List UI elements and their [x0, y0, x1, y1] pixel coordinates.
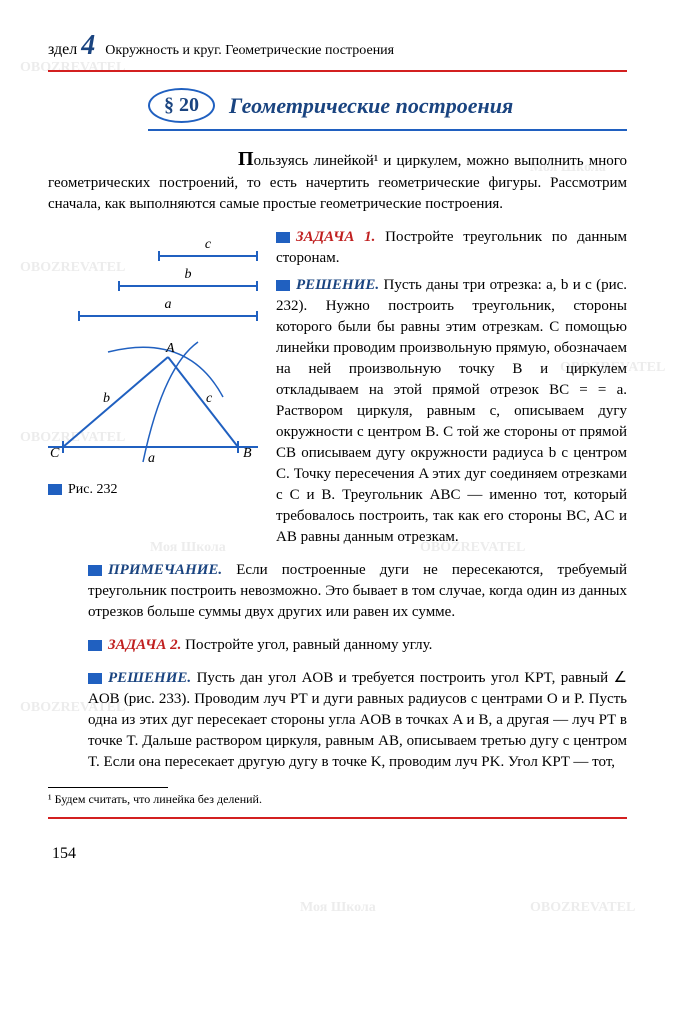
marker-icon	[276, 280, 290, 291]
solution1-paragraph: РЕШЕНИЕ. Пусть даны три отрезка: a, b и …	[276, 275, 627, 548]
text-column: ЗАДАЧА 1. Постройте треугольник по данны…	[276, 227, 627, 548]
svg-text:A: A	[165, 341, 175, 356]
solution1-label: РЕШЕНИЕ.	[296, 277, 379, 293]
segment-a	[78, 315, 258, 317]
footnote: ¹ Будем считать, что линейка без делений…	[48, 792, 627, 807]
segment-b	[118, 285, 258, 287]
svg-text:a: a	[148, 451, 155, 466]
note-label: ПРИМЕЧАНИЕ.	[108, 562, 222, 578]
svg-text:B: B	[243, 446, 252, 461]
solution1-text: Пусть даны три отрезка: a, b и c (рис. 2…	[276, 277, 627, 545]
task1-label: ЗАДАЧА 1.	[296, 229, 375, 245]
triangle-figure: A B C a b c	[48, 337, 258, 467]
task2-text: Постройте угол, равный данному углу.	[185, 637, 432, 653]
chapter-header: здел 4 Окружность и круг. Геометрические…	[48, 30, 627, 62]
segment-c-label: c	[158, 237, 258, 253]
svg-text:C: C	[50, 446, 60, 461]
marker-icon	[276, 232, 290, 243]
segment-a-label: a	[78, 297, 258, 313]
marker-icon	[88, 565, 102, 576]
svg-text:b: b	[103, 391, 110, 406]
page-number: 154	[52, 845, 675, 863]
watermark: Моя Школа	[300, 900, 376, 916]
section-header: § 20 Геометрические построения	[148, 88, 627, 123]
watermark: OBOZREVATEL	[530, 900, 635, 916]
marker-icon	[88, 673, 102, 684]
segment-b-label: b	[118, 267, 258, 283]
task2-line: ЗАДАЧА 2. Постройте угол, равный данному…	[88, 635, 627, 656]
solution2-paragraph: РЕШЕНИЕ. Пусть дан угол AOB и требуется …	[88, 668, 627, 773]
chapter-number: 4	[81, 30, 95, 62]
section-divider	[148, 129, 627, 131]
intro-text: ользуясь линейкой¹ и циркулем, можно вып…	[48, 153, 627, 212]
dropcap: П	[238, 148, 254, 170]
marker-icon	[48, 484, 62, 495]
figure-caption-text: Рис. 232	[68, 482, 118, 497]
svg-text:c: c	[206, 391, 213, 406]
intro-paragraph: Пользуясь линейкой¹ и циркулем, можно вы…	[48, 145, 627, 215]
marker-icon	[88, 640, 102, 651]
note-paragraph: ПРИМЕЧАНИЕ. Если построенные дуги не пер…	[88, 560, 627, 623]
section-title: Геометрические построения	[229, 93, 513, 119]
segment-c	[158, 255, 258, 257]
figure-column: c b a	[48, 227, 258, 548]
chapter-title: Окружность и круг. Геометрические постро…	[105, 43, 394, 59]
task2-label: ЗАДАЧА 2.	[108, 637, 181, 653]
chapter-label: здел	[48, 41, 77, 59]
footnote-divider	[48, 787, 168, 788]
header-divider	[48, 70, 627, 72]
task1-line: ЗАДАЧА 1. Постройте треугольник по данны…	[276, 227, 627, 269]
footer-divider	[48, 817, 627, 819]
figure-caption: Рис. 232	[48, 482, 258, 498]
section-badge: § 20	[148, 88, 215, 123]
segments-figure: c b a	[48, 227, 258, 327]
solution2-label: РЕШЕНИЕ.	[108, 670, 191, 686]
